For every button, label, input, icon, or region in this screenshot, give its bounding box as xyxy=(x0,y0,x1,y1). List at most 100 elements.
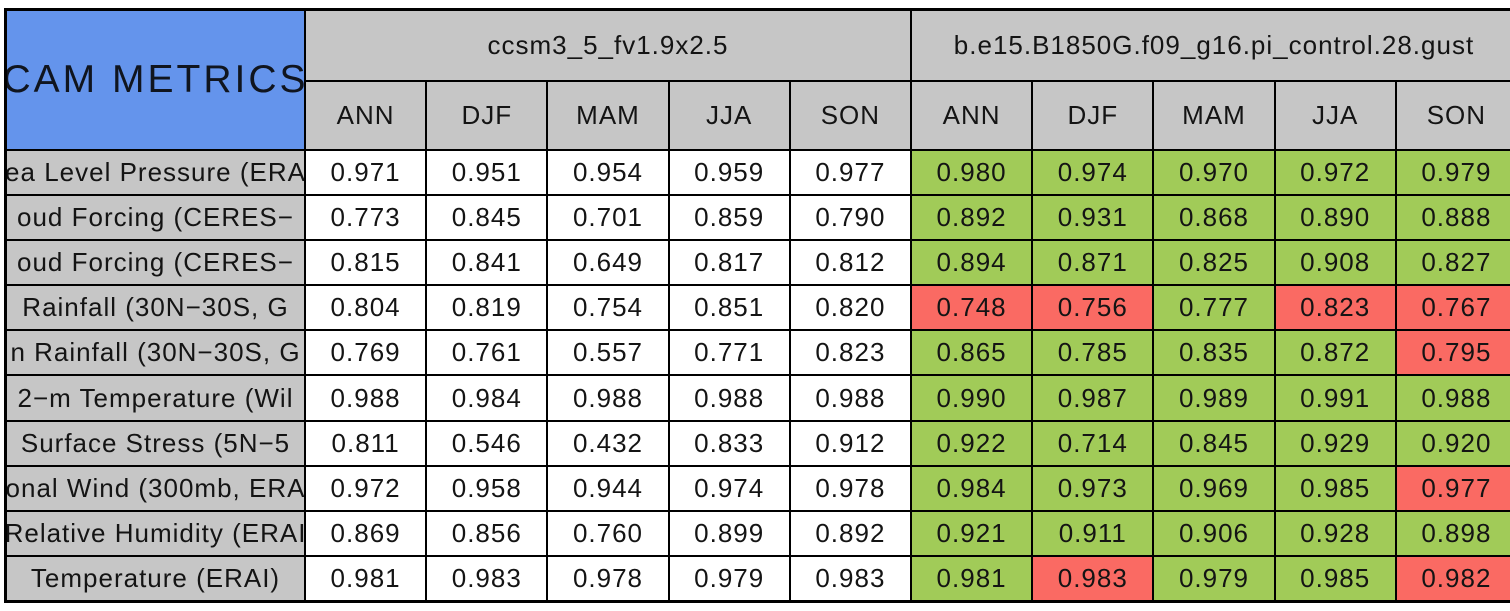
metric-label: 2−m Temperature (Wil xyxy=(7,376,304,420)
metric-value-model1: 0.804 xyxy=(306,286,426,330)
metric-label: Relative Humidity (ERAI xyxy=(7,511,304,555)
metric-value-model1: 0.812 xyxy=(790,241,910,285)
season-header-mam-model1: MAM xyxy=(548,82,668,149)
model2-header: b.e15.B1850G.f09_g16.pi_control.28.gust xyxy=(911,11,1510,80)
metric-value-model2-red: 0.983 xyxy=(1033,556,1153,600)
metric-value-model1: 0.954 xyxy=(548,151,668,195)
metric-value-model1: 0.972 xyxy=(306,466,426,510)
metric-value-model2-green: 0.969 xyxy=(1154,466,1274,510)
metric-value-model2-green: 0.921 xyxy=(911,511,1032,555)
metric-value-model2-green: 0.988 xyxy=(1396,376,1510,420)
metric-value-model1: 0.819 xyxy=(427,286,547,330)
metric-value-model1: 0.988 xyxy=(669,376,789,420)
season-header-djf-model2: DJF xyxy=(1033,82,1153,149)
metric-value-model1: 0.988 xyxy=(306,376,426,420)
season-header-djf-model1: DJF xyxy=(427,82,547,149)
metric-value-model1: 0.988 xyxy=(548,376,668,420)
metric-value-model2-green: 0.888 xyxy=(1396,196,1510,240)
metric-value-model2-green: 0.979 xyxy=(1154,556,1274,600)
metric-value-model1: 0.815 xyxy=(306,241,426,285)
metric-value-model2-green: 0.785 xyxy=(1033,331,1153,375)
metric-value-model1: 0.773 xyxy=(306,196,426,240)
season-header-son-model1: SON xyxy=(790,82,910,149)
metric-value-model1: 0.892 xyxy=(790,511,910,555)
metric-value-model1: 0.912 xyxy=(790,421,910,465)
metric-value-model1: 0.557 xyxy=(548,331,668,375)
metric-value-model2-red: 0.795 xyxy=(1396,331,1510,375)
metric-value-model1: 0.790 xyxy=(790,196,910,240)
metric-value-model2-green: 0.981 xyxy=(911,556,1032,600)
metric-value-model2-green: 0.872 xyxy=(1275,331,1395,375)
metric-value-model2-green: 0.911 xyxy=(1033,511,1153,555)
metric-value-model2-green: 0.931 xyxy=(1033,196,1153,240)
metric-value-model1: 0.958 xyxy=(427,466,547,510)
metric-value-model2-green: 0.974 xyxy=(1033,151,1153,195)
metric-label: Temperature (ERAI) xyxy=(7,556,304,600)
metric-value-model1: 0.951 xyxy=(427,151,547,195)
metric-value-model1: 0.899 xyxy=(669,511,789,555)
metric-value-model2-red: 0.982 xyxy=(1396,556,1510,600)
metric-value-model1: 0.845 xyxy=(427,196,547,240)
metric-label: oud Forcing (CERES− xyxy=(7,196,304,240)
metric-value-model2-green: 0.714 xyxy=(1033,421,1153,465)
season-header-jja-model2: JJA xyxy=(1275,82,1395,149)
metric-value-model2-green: 0.898 xyxy=(1396,511,1510,555)
metric-value-model2-green: 0.980 xyxy=(911,151,1032,195)
metric-value-model2-green: 0.894 xyxy=(911,241,1032,285)
metric-value-model1: 0.944 xyxy=(548,466,668,510)
metric-value-model2-green: 0.928 xyxy=(1275,511,1395,555)
metric-label: Rainfall (30N−30S, G xyxy=(7,286,304,330)
metric-value-model1: 0.971 xyxy=(306,151,426,195)
metric-value-model1: 0.701 xyxy=(548,196,668,240)
table-title: CAM METRICS xyxy=(7,11,304,149)
metric-value-model2-green: 0.991 xyxy=(1275,376,1395,420)
metric-value-model1: 0.754 xyxy=(548,286,668,330)
metric-value-model2-green: 0.908 xyxy=(1275,241,1395,285)
metrics-table: CAM METRICS ccsm3_5_fv1.9x2.5 b.e15.B185… xyxy=(4,8,1510,603)
metric-value-model2-green: 0.825 xyxy=(1154,241,1274,285)
metric-value-model2-green: 0.979 xyxy=(1396,151,1510,195)
metric-value-model2-green: 0.929 xyxy=(1275,421,1395,465)
metric-value-model1: 0.984 xyxy=(427,376,547,420)
metric-value-model2-green: 0.777 xyxy=(1154,286,1274,330)
metric-value-model2-green: 0.984 xyxy=(911,466,1032,510)
metric-value-model1: 0.649 xyxy=(548,241,668,285)
metric-value-model2-red: 0.756 xyxy=(1033,286,1153,330)
metric-value-model1: 0.833 xyxy=(669,421,789,465)
metric-value-model2-green: 0.845 xyxy=(1154,421,1274,465)
metric-value-model2-red: 0.977 xyxy=(1396,466,1510,510)
metric-value-model2-green: 0.985 xyxy=(1275,466,1395,510)
metric-value-model2-green: 0.973 xyxy=(1033,466,1153,510)
metric-value-model1: 0.760 xyxy=(548,511,668,555)
metric-label: ea Level Pressure (ERA xyxy=(7,151,304,195)
metric-value-model1: 0.851 xyxy=(669,286,789,330)
metric-value-model2-green: 0.868 xyxy=(1154,196,1274,240)
metric-value-model1: 0.771 xyxy=(669,331,789,375)
metric-value-model1: 0.988 xyxy=(790,376,910,420)
metric-value-model1: 0.983 xyxy=(427,556,547,600)
metric-value-model1: 0.811 xyxy=(306,421,426,465)
metric-value-model2-green: 0.989 xyxy=(1154,376,1274,420)
metric-value-model1: 0.977 xyxy=(790,151,910,195)
metric-value-model2-green: 0.972 xyxy=(1275,151,1395,195)
metric-value-model1: 0.978 xyxy=(548,556,668,600)
season-header-ann-model2: ANN xyxy=(911,82,1032,149)
metric-value-model1: 0.983 xyxy=(790,556,910,600)
metric-value-model1: 0.869 xyxy=(306,511,426,555)
season-header-jja-model1: JJA xyxy=(669,82,789,149)
metric-value-model1: 0.856 xyxy=(427,511,547,555)
metric-value-model2-red: 0.767 xyxy=(1396,286,1510,330)
season-header-son-model2: SON xyxy=(1396,82,1510,149)
metric-value-model2-green: 0.892 xyxy=(911,196,1032,240)
metric-value-model1: 0.769 xyxy=(306,331,426,375)
metric-value-model2-green: 0.922 xyxy=(911,421,1032,465)
season-header-mam-model2: MAM xyxy=(1154,82,1274,149)
metric-value-model1: 0.974 xyxy=(669,466,789,510)
metric-value-model2-red: 0.748 xyxy=(911,286,1032,330)
metric-value-model2-green: 0.985 xyxy=(1275,556,1395,600)
metric-label: onal Wind (300mb, ERA xyxy=(7,466,304,510)
metric-value-model1: 0.979 xyxy=(669,556,789,600)
model1-header: ccsm3_5_fv1.9x2.5 xyxy=(306,11,910,80)
metric-value-model1: 0.841 xyxy=(427,241,547,285)
